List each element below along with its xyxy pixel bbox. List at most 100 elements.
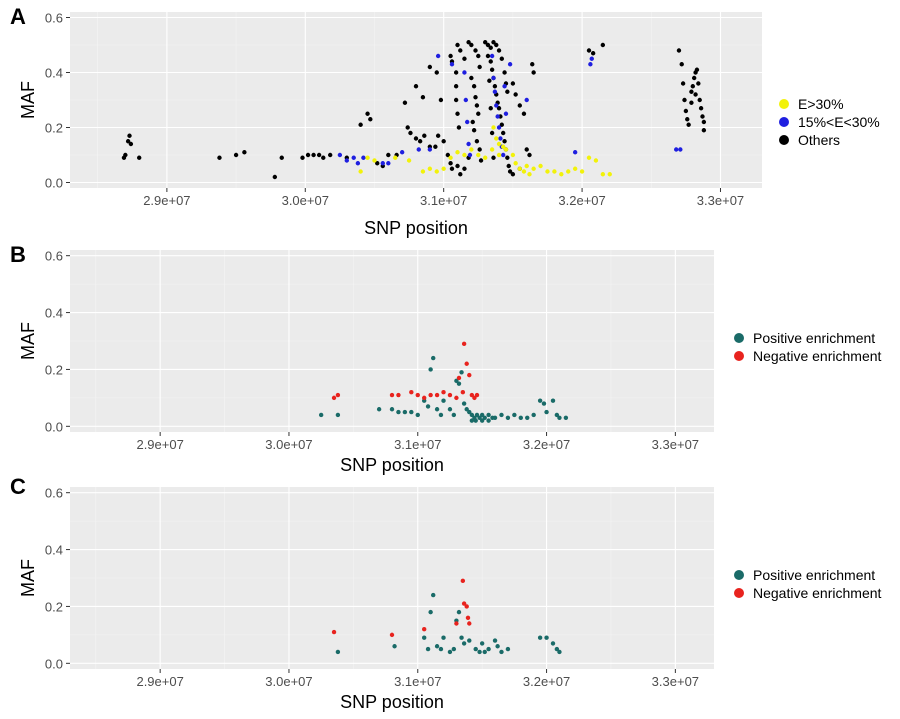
data-point — [495, 644, 500, 649]
data-point — [491, 125, 496, 130]
y-tick-label: 0.6 — [45, 11, 63, 26]
y-tick-label: 0.2 — [45, 362, 63, 377]
data-point — [498, 136, 503, 141]
data-point — [600, 172, 606, 177]
data-point — [327, 152, 333, 158]
data-point — [491, 75, 496, 81]
panel-letter: C — [10, 474, 26, 499]
x-tick-label: 3.0e+07 — [265, 437, 312, 452]
data-point — [545, 169, 550, 174]
data-point — [456, 609, 462, 615]
data-point — [473, 646, 478, 652]
series-negative-enrichment — [331, 341, 480, 401]
data-point — [413, 136, 419, 141]
data-point — [489, 130, 495, 136]
data-point — [494, 103, 499, 108]
data-point — [408, 130, 413, 136]
data-point — [455, 163, 460, 169]
data-point — [531, 70, 536, 75]
data-point — [525, 415, 530, 420]
data-point — [473, 418, 478, 423]
data-point — [566, 169, 571, 174]
data-point — [358, 122, 363, 127]
x-axis-title: SNP position — [340, 692, 444, 712]
data-point — [479, 418, 485, 423]
data-point — [454, 378, 459, 384]
data-point — [500, 152, 506, 158]
data-point — [477, 415, 482, 420]
data-point — [494, 136, 499, 141]
data-point — [469, 418, 475, 423]
data-point — [476, 111, 481, 116]
data-point — [435, 133, 441, 138]
data-point — [420, 169, 426, 174]
data-point — [527, 152, 532, 158]
data-point — [679, 62, 684, 67]
data-point — [321, 155, 326, 160]
data-point — [464, 407, 469, 412]
data-point — [483, 155, 488, 160]
data-point — [586, 155, 592, 160]
data-point — [217, 155, 222, 160]
legend-key — [734, 351, 744, 361]
x-axis-title: SNP position — [364, 218, 468, 238]
data-point — [550, 641, 556, 646]
data-point — [517, 166, 522, 171]
data-point — [415, 392, 420, 398]
data-point — [438, 97, 444, 103]
data-point — [474, 103, 480, 108]
data-point — [507, 169, 513, 174]
data-point — [554, 646, 560, 652]
data-point — [464, 361, 469, 366]
data-point — [486, 646, 491, 652]
data-point — [477, 649, 482, 655]
data-point — [506, 163, 511, 169]
data-point — [406, 158, 412, 163]
data-point — [358, 169, 363, 174]
data-point — [572, 150, 578, 155]
panel-letter: A — [10, 4, 26, 29]
data-point — [499, 56, 505, 61]
data-point — [513, 92, 518, 97]
data-point — [441, 139, 446, 144]
legend-label: E>30% — [798, 96, 844, 112]
data-point — [422, 133, 427, 138]
data-point — [463, 97, 469, 103]
data-point — [680, 81, 686, 86]
data-point — [485, 53, 491, 59]
data-point — [462, 152, 467, 158]
data-point — [489, 67, 495, 72]
legend-key — [779, 117, 789, 127]
data-point — [502, 70, 507, 75]
data-point — [456, 381, 462, 386]
data-point — [453, 97, 459, 103]
data-point — [420, 95, 426, 100]
data-point — [697, 97, 702, 103]
series-positive-enrichment — [335, 592, 562, 655]
data-point — [586, 48, 592, 53]
data-point — [462, 56, 467, 61]
data-point — [500, 144, 506, 149]
data-point — [524, 163, 529, 169]
data-point — [137, 155, 142, 160]
data-point — [607, 172, 612, 177]
data-point — [459, 635, 464, 640]
data-point — [496, 125, 502, 130]
data-point — [368, 117, 373, 122]
data-point — [550, 398, 556, 403]
series-negative-enrichment — [331, 578, 472, 638]
data-point — [127, 133, 132, 138]
data-point — [693, 92, 698, 97]
data-point — [427, 166, 433, 171]
legend-key — [734, 588, 744, 598]
data-point — [447, 392, 453, 398]
data-point — [579, 169, 585, 174]
data-point — [462, 166, 467, 171]
data-point — [396, 392, 401, 398]
panel-b: B 0.0 0.2 0.4 0.6 2.9e+07 3.0e+07 3.1e+07 3.2e+0… — [10, 242, 881, 475]
data-point — [399, 150, 405, 155]
data-point — [431, 592, 436, 598]
data-point — [448, 53, 453, 59]
data-point — [453, 84, 459, 89]
data-point — [496, 48, 502, 53]
